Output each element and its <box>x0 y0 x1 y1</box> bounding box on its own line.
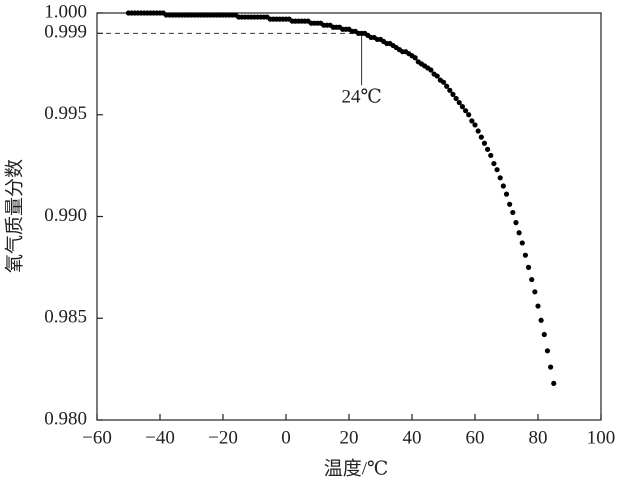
point <box>412 55 418 61</box>
point <box>478 134 484 140</box>
x-axis-label: 温度/℃ <box>324 457 389 479</box>
point <box>469 118 475 124</box>
y-axis-label: 氧气质量分数 <box>3 159 25 273</box>
point <box>444 83 450 89</box>
y-tick-label: 0.990 <box>44 205 87 226</box>
plot-frame <box>96 12 602 421</box>
point <box>544 348 551 354</box>
point <box>481 140 488 146</box>
point <box>428 67 434 73</box>
point <box>472 122 478 128</box>
y-tick-label: 0.985 <box>44 307 87 328</box>
point <box>475 128 481 134</box>
point <box>548 364 554 370</box>
x-tick-label: 0 <box>281 427 291 448</box>
point <box>525 264 532 270</box>
y-tick-label: 0.995 <box>44 103 87 124</box>
point <box>513 220 519 226</box>
point <box>503 191 510 197</box>
point <box>500 183 506 189</box>
x-tick-label: 100 <box>587 427 616 448</box>
point <box>519 240 525 246</box>
point <box>532 289 538 295</box>
x-tick-label: 40 <box>403 427 422 448</box>
x-tick-label: 80 <box>529 427 548 448</box>
point <box>453 95 459 102</box>
x-tick-label: −40 <box>145 427 175 448</box>
point <box>494 167 500 173</box>
point <box>507 201 513 207</box>
point <box>522 252 529 258</box>
point <box>551 380 557 386</box>
point <box>491 160 497 167</box>
point <box>510 209 516 216</box>
x-tick-label: −20 <box>208 427 238 448</box>
point <box>462 108 469 114</box>
x-tick-label: −60 <box>82 427 112 448</box>
point <box>485 146 491 152</box>
point <box>541 331 547 338</box>
point <box>529 276 535 283</box>
point <box>466 112 472 118</box>
point <box>535 303 541 309</box>
point <box>456 99 462 106</box>
point <box>440 79 447 85</box>
point <box>488 152 494 159</box>
point <box>447 87 453 93</box>
y-tick-label: 0.980 <box>44 408 87 429</box>
point <box>459 104 465 110</box>
point <box>497 175 503 181</box>
point <box>450 91 456 97</box>
point <box>538 317 544 323</box>
y-tick-label: 1.000 <box>44 1 87 22</box>
x-tick-label: 60 <box>466 427 485 448</box>
annotation-label: 24℃ <box>341 87 381 108</box>
x-tick-label: 20 <box>340 427 359 448</box>
y-tick-label: 0.999 <box>44 22 87 43</box>
point <box>434 73 440 79</box>
point <box>516 230 522 236</box>
